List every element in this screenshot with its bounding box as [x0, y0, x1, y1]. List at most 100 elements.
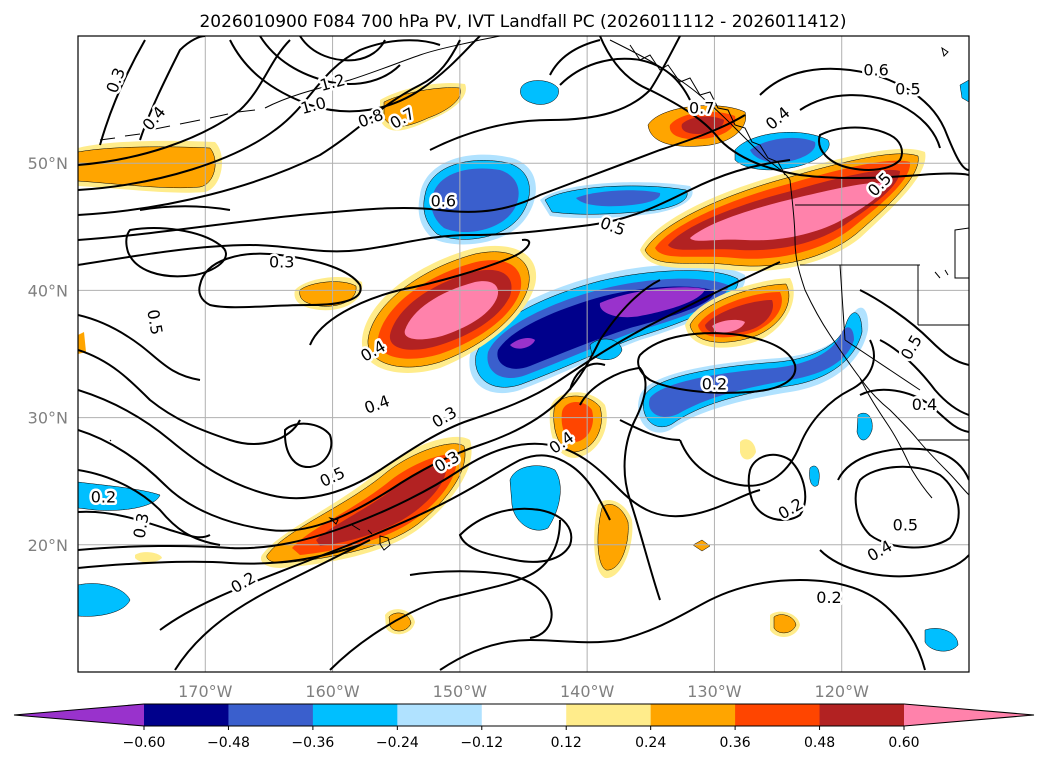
- contour-line: [299, 36, 386, 62]
- contour-line: [125, 227, 227, 278]
- colorbar-swatch: [144, 704, 229, 726]
- pv-contours: [78, 36, 969, 671]
- colorbar-tick-label: 0.12: [551, 735, 582, 751]
- contour-line: [78, 261, 781, 500]
- contour-label-halo: 0.5: [893, 516, 918, 535]
- contour-label-text: 0.6: [431, 191, 456, 210]
- colorbar-tick-label: −0.48: [207, 735, 250, 751]
- colorbar-swatch: [228, 704, 314, 726]
- contour-label-halo: 0.4: [912, 395, 937, 414]
- shade-blob: [809, 465, 820, 487]
- contour-label-text: 0.5: [895, 79, 920, 98]
- contour-line: [309, 238, 531, 346]
- shade-blob: [856, 412, 873, 441]
- colorbar-extend-high: [904, 704, 1034, 726]
- contour-label-halo: 0.3: [269, 252, 294, 271]
- shade-blob: [576, 190, 661, 207]
- colorbar-extend-low: [14, 704, 144, 726]
- colorbar-tick-label: 0.24: [635, 735, 666, 751]
- contour-label-halo: 0.6: [863, 60, 888, 79]
- coastline-alaska: [264, 36, 501, 109]
- shade-blob: [599, 287, 705, 318]
- colorbar: −0.60 −0.48 −0.36 −0.24 −0.12 0.12 0.24 0.36 0.4…: [13, 703, 1035, 751]
- contour-line: [78, 159, 791, 266]
- contour-line: [259, 36, 401, 86]
- contour-label: 0.70.7: [686, 96, 716, 120]
- contour-label: 0.30.3: [266, 250, 296, 274]
- contour-label-text: 0.5: [143, 308, 166, 336]
- contour-line: [78, 114, 746, 241]
- state-borders: [795, 204, 969, 441]
- contour-line: [799, 94, 941, 149]
- gridlines: [78, 36, 969, 672]
- shade-blob: [78, 332, 86, 354]
- contour-line: [198, 252, 362, 309]
- coastline-se-alaska: [609, 39, 791, 181]
- contour-line: [409, 570, 553, 639]
- shade-blob: [740, 439, 756, 460]
- contour-label-halo: 0.5: [895, 79, 920, 98]
- contour-line: [837, 447, 969, 481]
- shade-blob: [712, 319, 745, 333]
- coastline-baja: [859, 377, 933, 499]
- colorbar-tick-label: −0.60: [123, 735, 166, 751]
- contour-label-halo: 0.7: [689, 99, 714, 118]
- contour-label-text: 0.2: [91, 488, 116, 507]
- shade-blob: [690, 182, 885, 241]
- contour-line: [174, 539, 371, 671]
- contour-line: [679, 339, 875, 487]
- contour-label: 0.20.2: [88, 485, 118, 509]
- shade-blob: [404, 281, 499, 340]
- contour-label: 0.20.2: [814, 586, 844, 610]
- lon-tick-label: 150°W: [433, 682, 488, 701]
- contour-line: [819, 549, 969, 578]
- shade-blob: [135, 552, 162, 563]
- colorbar-swatch: [312, 704, 398, 726]
- contour-label-halo: 0.6: [431, 191, 456, 210]
- contour-line: [329, 519, 561, 671]
- contour-label-halo: 0.2: [816, 588, 841, 607]
- contour-line: [879, 339, 969, 416]
- lat-tick-label: 20°N: [28, 536, 68, 555]
- contour-line: [747, 453, 807, 521]
- positive-anomalies: [78, 82, 926, 637]
- contour-line: [78, 469, 221, 546]
- colorbar-tick-label: 0.60: [888, 735, 919, 751]
- contour-line: [859, 289, 969, 366]
- map-frame: [77, 35, 970, 673]
- shade-blob: [561, 401, 594, 442]
- shade-blob: [509, 465, 561, 531]
- contour-line: [283, 422, 333, 469]
- coastlines: [99, 36, 969, 551]
- colorbar-tick-label: −0.36: [291, 735, 334, 751]
- contour-line: [458, 507, 573, 563]
- contour-label-text: 0.4: [912, 395, 937, 414]
- contour-label-text: 0.3: [269, 252, 294, 271]
- colorbar-swatch: [735, 704, 821, 726]
- shade-blob: [78, 583, 131, 617]
- shade-blob: [78, 481, 161, 511]
- map-title: 2026010900 F084 700 hPa PV, IVT Landfall…: [199, 12, 846, 32]
- contour-line: [78, 39, 291, 166]
- contour-line: [854, 465, 960, 549]
- contour-line: [569, 362, 606, 391]
- shade-blob: [388, 612, 412, 632]
- contour-line: [78, 279, 661, 532]
- contour-label: 0.60.6: [428, 189, 458, 213]
- shade-blob: [692, 539, 711, 552]
- contour-label-text: 0.7: [689, 99, 714, 118]
- colorbar-swatch: [650, 704, 736, 726]
- contour-line: [759, 67, 969, 171]
- shade-blob: [959, 79, 969, 103]
- coastline-bc: [629, 44, 786, 176]
- contour-line: [78, 442, 761, 551]
- lon-tick-label: 170°W: [178, 682, 233, 701]
- shade-blob: [431, 168, 519, 233]
- contour-line: [78, 349, 301, 445]
- pv-shading: [78, 79, 969, 652]
- colorbar-tick-label: 0.48: [804, 735, 835, 751]
- shade-blob: [750, 137, 816, 163]
- contour-label-halo: 0.2: [91, 488, 116, 507]
- contour-label-text: 0.5: [893, 516, 918, 535]
